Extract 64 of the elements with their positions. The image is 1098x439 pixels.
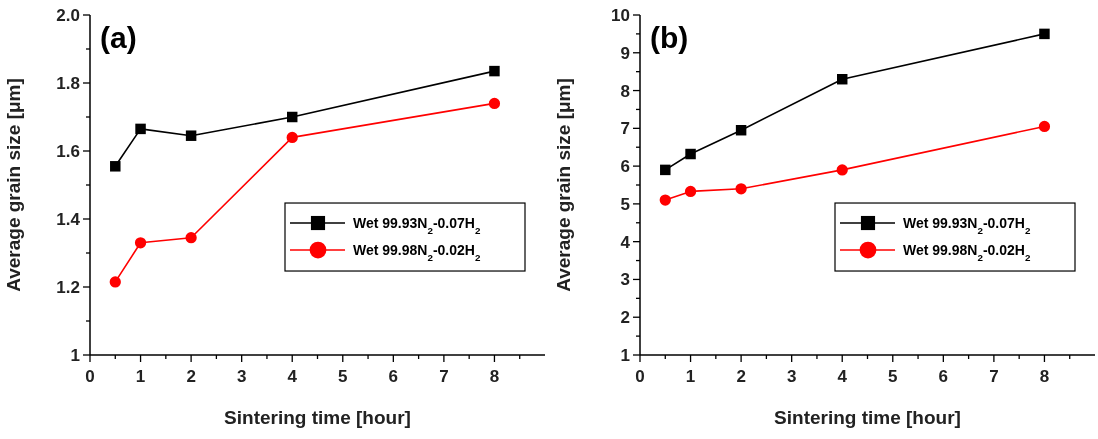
x-tick-label: 3 bbox=[236, 367, 247, 386]
x-tick-label: 7 bbox=[989, 367, 999, 386]
y-axis-title: Average grain size [μm] bbox=[3, 78, 24, 292]
x-tick-label: 2 bbox=[186, 367, 196, 386]
chart-title: (b) bbox=[650, 21, 689, 54]
y-tick-label: 9 bbox=[620, 43, 630, 63]
y-tick-label: 1.4 bbox=[56, 210, 81, 229]
x-tick-label: 1 bbox=[135, 367, 146, 386]
y-tick-label: 1.8 bbox=[56, 74, 80, 93]
y-tick-label: 10 bbox=[611, 6, 630, 25]
x-tick-label: 0 bbox=[85, 367, 95, 386]
y-tick-label: 1.6 bbox=[56, 142, 80, 161]
point bbox=[836, 73, 848, 85]
x-axis-title: Sintering time [hour] bbox=[774, 407, 961, 428]
point bbox=[110, 161, 121, 172]
y-tick-label: 3 bbox=[620, 270, 630, 290]
y-tick-label: 2 bbox=[620, 308, 630, 328]
legend-label: Wet 99.93N$_{2}$-0.07H$_{2}$ bbox=[353, 215, 481, 236]
point bbox=[286, 111, 298, 123]
point bbox=[135, 123, 146, 135]
legend-label: Wet 99.98N$_{2}$-0.02H$_{2}$ bbox=[353, 242, 481, 263]
y-tick-label: 1 bbox=[620, 346, 630, 365]
legend-label: Wet 99.98N$_{2}$-0.02H$_{2}$ bbox=[903, 242, 1031, 263]
point bbox=[185, 130, 197, 141]
x-tick-label: 3 bbox=[786, 367, 797, 386]
x-tick-label: 1 bbox=[685, 367, 696, 386]
x-tick-label: 4 bbox=[287, 367, 298, 386]
point bbox=[660, 164, 671, 176]
point bbox=[286, 131, 298, 144]
point bbox=[134, 237, 147, 249]
point bbox=[1039, 28, 1050, 40]
x-tick-label: 5 bbox=[338, 367, 348, 386]
chart-title: (a) bbox=[100, 21, 137, 54]
x-tick-label: 2 bbox=[736, 367, 746, 386]
y-tick-label: 2.0 bbox=[56, 6, 80, 25]
y-tick-label: 4 bbox=[620, 232, 631, 252]
point bbox=[1038, 120, 1051, 133]
y-tick-label: 7 bbox=[620, 119, 630, 139]
legend-label: Wet 99.93N$_{2}$-0.07H$_{2}$ bbox=[903, 215, 1031, 236]
x-tick-label: 5 bbox=[888, 367, 898, 386]
x-tick-label: 4 bbox=[837, 367, 848, 386]
point bbox=[489, 65, 500, 77]
point bbox=[488, 97, 501, 110]
x-tick-label: 6 bbox=[938, 367, 949, 386]
point bbox=[685, 148, 696, 160]
y-tick-label: 5 bbox=[620, 194, 630, 214]
point bbox=[185, 232, 197, 244]
x-axis-title: Sintering time [hour] bbox=[224, 407, 411, 428]
y-tick-label: 6 bbox=[620, 157, 630, 177]
x-tick-label: 7 bbox=[439, 367, 449, 386]
y-tick-label: 1 bbox=[70, 346, 80, 365]
y-tick-label: 1.2 bbox=[56, 278, 80, 297]
point bbox=[836, 164, 848, 176]
point bbox=[735, 183, 747, 195]
y-axis-title: Average grain size [μm] bbox=[553, 78, 574, 292]
x-tick-label: 0 bbox=[635, 367, 645, 386]
point bbox=[684, 185, 697, 198]
x-tick-label: 8 bbox=[489, 367, 500, 386]
y-tick-label: 8 bbox=[620, 81, 630, 101]
point bbox=[735, 124, 747, 136]
x-tick-label: 8 bbox=[1039, 367, 1050, 386]
x-tick-label: 6 bbox=[388, 367, 399, 386]
point bbox=[109, 276, 121, 288]
point bbox=[659, 194, 671, 206]
